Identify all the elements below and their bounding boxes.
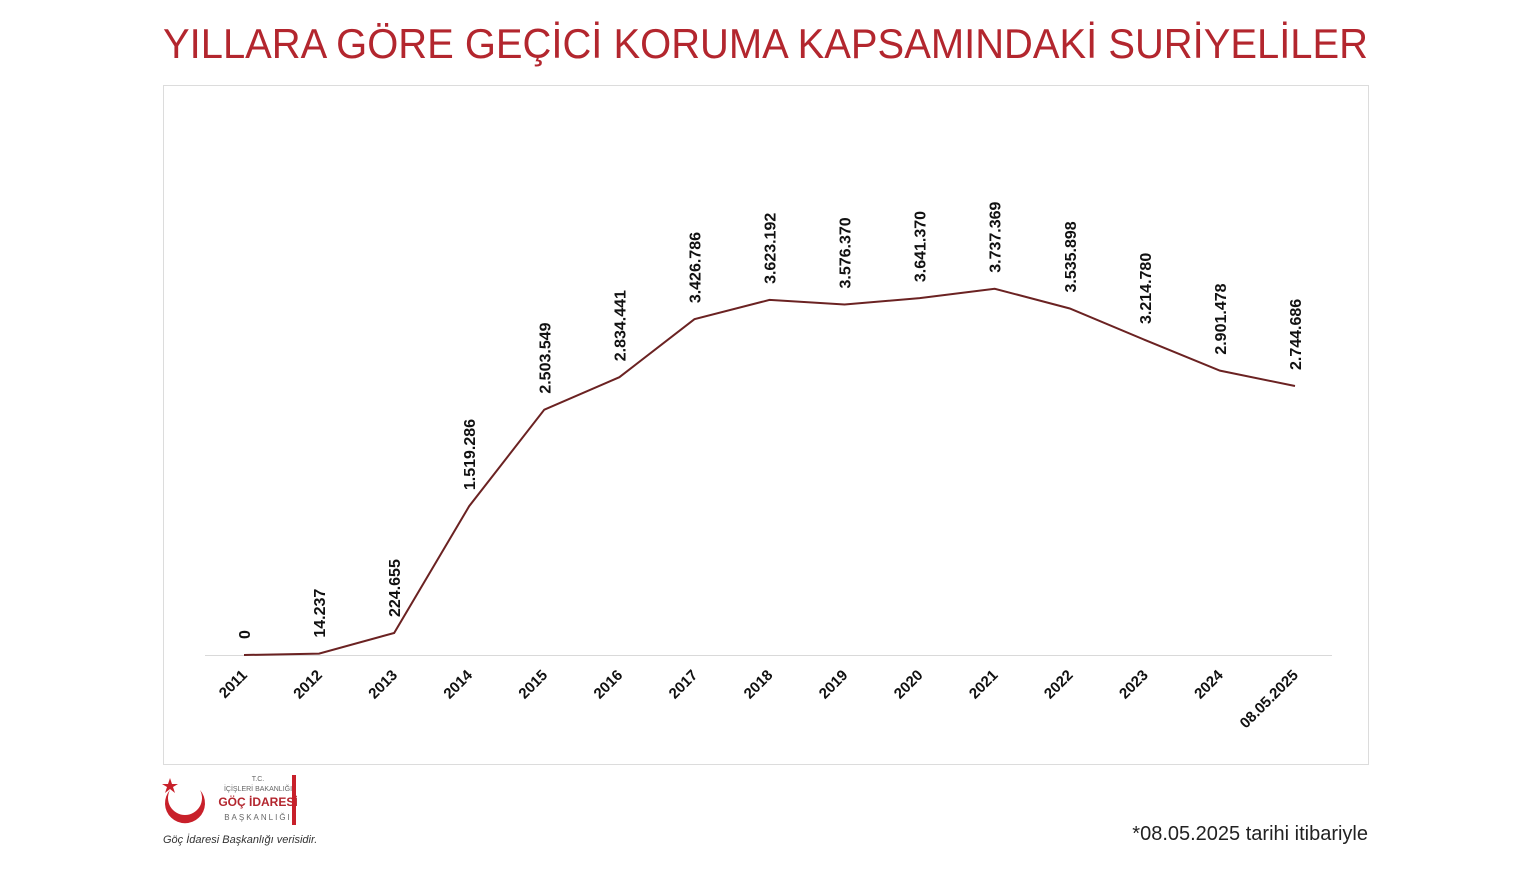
plot-frame — [163, 85, 1369, 765]
source-note: Göç İdaresi Başkanlığı verisidir. — [163, 834, 317, 846]
logo-crescent — [164, 790, 205, 824]
value-label: 2.901.478 — [1213, 283, 1230, 354]
x-tick-label: 2016 — [591, 667, 627, 703]
x-tick-label: 2023 — [1116, 667, 1152, 703]
x-tick-label: 2021 — [966, 667, 1002, 703]
x-tick-label: 2017 — [666, 667, 702, 703]
logo-bar — [292, 775, 296, 825]
value-label: 1.519.286 — [462, 419, 479, 490]
logo: T.C. İÇİŞLERİ BAKANLIĞI GÖÇ İDARESİ BAŞK… — [162, 775, 298, 825]
value-label: 3.623.192 — [763, 213, 780, 284]
x-tick-label: 2018 — [741, 667, 777, 703]
value-label: 3.576.370 — [838, 217, 855, 288]
value-label: 3.535.898 — [1063, 221, 1080, 292]
logo-text: BAŞKANLIĞI — [224, 813, 292, 822]
data-line — [243, 287, 1296, 656]
x-tick-label: 2011 — [216, 667, 251, 702]
x-tick-label: 2013 — [365, 667, 401, 703]
x-tick-label: 2020 — [891, 667, 927, 703]
logo-text: T.C. — [252, 776, 265, 783]
chart-title: YILLARA GÖRE GEÇİCİ KORUMA KAPSAMINDAKİ … — [163, 20, 1368, 67]
x-tick-label: 2014 — [440, 666, 476, 702]
value-label: 3.641.370 — [913, 211, 930, 282]
x-tick-label: 08.05.2025 — [1237, 667, 1302, 732]
value-label: 0 — [237, 630, 254, 639]
value-label: 2.744.686 — [1288, 299, 1305, 370]
value-label: 3.737.369 — [988, 201, 1005, 272]
x-tick-label: 2022 — [1041, 667, 1077, 703]
value-label: 224.655 — [387, 559, 404, 617]
logo-text: GÖÇ İDARESİ — [218, 794, 297, 809]
value-label: 2.503.549 — [537, 322, 554, 393]
x-tick-label: 2012 — [290, 667, 326, 703]
footnote: *08.05.2025 tarihi itibariyle — [1132, 823, 1368, 845]
logo-text: İÇİŞLERİ BAKANLIĞI — [224, 784, 292, 793]
value-label: 3.214.780 — [1138, 253, 1155, 324]
value-label: 3.426.786 — [687, 232, 704, 303]
x-tick-label: 2019 — [816, 667, 852, 703]
x-tick-label: 2015 — [515, 667, 551, 703]
value-label: 2.834.441 — [612, 290, 629, 361]
x-tick-label: 2024 — [1191, 666, 1227, 702]
logo-star — [162, 778, 178, 793]
value-label: 14.237 — [312, 589, 329, 638]
